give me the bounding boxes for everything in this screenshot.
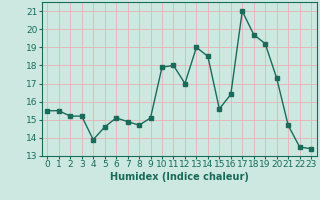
X-axis label: Humidex (Indice chaleur): Humidex (Indice chaleur) bbox=[110, 172, 249, 182]
